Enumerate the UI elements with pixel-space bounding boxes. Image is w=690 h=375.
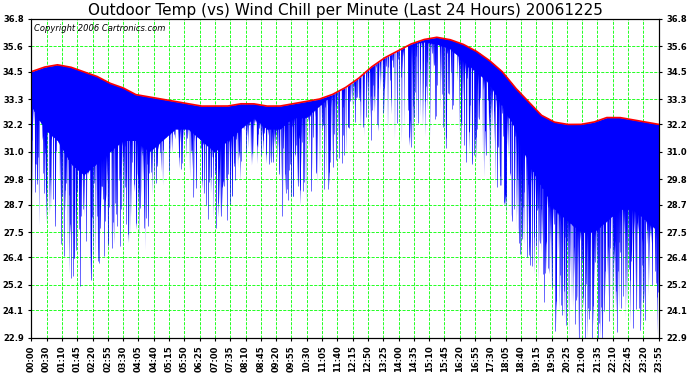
Title: Outdoor Temp (vs) Wind Chill per Minute (Last 24 Hours) 20061225: Outdoor Temp (vs) Wind Chill per Minute … [88, 3, 602, 18]
Text: Copyright 2006 Cartronics.com: Copyright 2006 Cartronics.com [34, 24, 166, 33]
